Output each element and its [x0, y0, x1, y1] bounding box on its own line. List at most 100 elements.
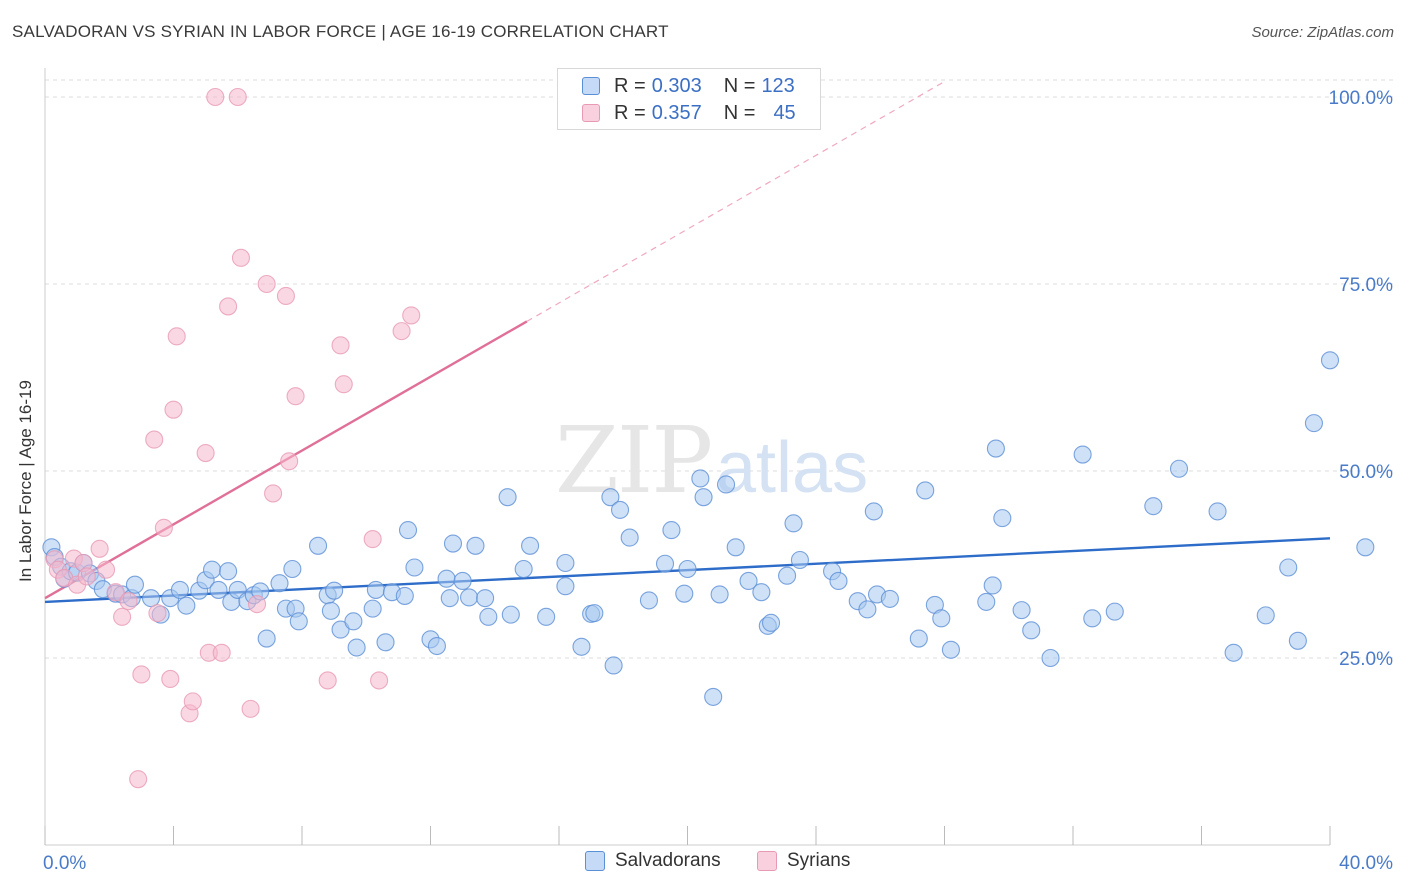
legend-n-label: N = — [723, 101, 756, 124]
syrian-point — [77, 567, 96, 586]
syrian-point — [370, 671, 389, 690]
salvadoran-point — [437, 569, 456, 588]
salvadoran-point — [125, 575, 144, 594]
syrian-point — [264, 484, 283, 503]
salvadoran-point — [309, 536, 328, 555]
salvadoran-point — [655, 554, 675, 573]
syrian-point — [241, 699, 260, 718]
salvadoran-point — [662, 521, 681, 540]
series-label-salvadorans: Salvadorans — [615, 850, 721, 871]
salvadoran-point — [752, 583, 771, 602]
watermark: ZIP atlas — [555, 407, 868, 514]
salvadoran-point — [344, 612, 363, 631]
salvadoran-point — [993, 509, 1012, 528]
salvadoran-point — [556, 553, 575, 573]
syrian-point — [231, 248, 251, 267]
salvadoran-point — [398, 521, 418, 540]
syrian-point — [96, 560, 116, 579]
salvadoran-point — [1041, 648, 1060, 668]
series-label-syrians: Syrians — [787, 850, 851, 871]
syrian-point — [90, 539, 109, 558]
syrian-point — [212, 643, 231, 662]
salvadoran-point — [440, 589, 459, 608]
salvadoran-point — [170, 580, 189, 599]
syrian-point — [286, 387, 305, 406]
salvadoran-point — [977, 592, 996, 611]
series-swatch-salvadorans — [585, 851, 605, 871]
syrian-point — [257, 274, 276, 294]
legend-r-label: R = — [614, 74, 646, 97]
salvadoran-point — [675, 584, 694, 603]
legend-row-salvadorans: R = 0.303 N = 123 — [582, 73, 795, 99]
salvadoran-point — [716, 475, 736, 494]
syrian-point — [334, 375, 353, 394]
salvadoran-point — [986, 439, 1005, 458]
salvadoran-point — [257, 629, 276, 648]
salvadoran-point — [537, 607, 556, 626]
salvadoran-point — [459, 588, 479, 607]
salvadoran-point — [585, 604, 604, 623]
salvadoran-point — [784, 514, 803, 533]
y-axis-label: In Labor Force | Age 16-19 — [16, 380, 35, 582]
syrian-point — [318, 671, 337, 690]
x-tick-labels: 0.0% 40.0% — [43, 853, 1393, 874]
salvadoran-point — [639, 591, 659, 610]
salvadoran-point — [366, 580, 385, 599]
salvadoran-point — [983, 576, 1002, 595]
correlation-legend: R = 0.303 N = 123 R = 0.357 N = 45 — [557, 68, 821, 130]
salvadoran-point — [778, 566, 797, 585]
gridlines — [45, 79, 1395, 659]
salvadoran-point — [1256, 606, 1275, 625]
syrian-point — [402, 306, 421, 325]
syrian-point — [167, 327, 186, 346]
salvadoran-point — [363, 599, 382, 618]
salvadoran-point — [289, 612, 308, 631]
y-tick-label: 25.0% — [1339, 649, 1393, 670]
salvadoran-point — [283, 559, 302, 579]
y-tick-label: 50.0% — [1339, 462, 1393, 483]
salvadoran-point — [376, 633, 395, 652]
series-legend-syrians: Syrians — [757, 850, 850, 872]
syrian-point — [129, 770, 148, 789]
syrian-point — [276, 286, 295, 306]
watermark-atlas: atlas — [716, 428, 868, 508]
salvadoran-point — [466, 536, 485, 555]
syrian-point — [219, 297, 238, 316]
salvadoran-point — [1356, 538, 1375, 557]
syrian-point — [119, 592, 138, 611]
chart-title: SALVADORAN VS SYRIAN IN LABOR FORCE | AG… — [12, 22, 669, 41]
salvadoran-point — [141, 589, 161, 608]
salvadoran-point — [219, 562, 238, 581]
salvadoran-point — [325, 581, 344, 600]
y-tick-labels: 25.0% 50.0% 75.0% 100.0% — [1329, 88, 1394, 670]
salvadoran-point — [604, 656, 623, 675]
syrian-point — [161, 669, 180, 688]
salvadoran-point — [514, 559, 533, 579]
x-tick-label: 40.0% — [1339, 853, 1393, 874]
syrian-point — [228, 87, 247, 107]
salvadoran-point — [864, 502, 883, 521]
salvadoran-point — [1224, 643, 1243, 662]
salvadoran-point — [270, 574, 289, 593]
salvadoran-point — [1208, 502, 1227, 521]
salvadoran-point — [1105, 602, 1124, 621]
salvadoran-point — [177, 596, 196, 615]
syrian-point — [132, 665, 151, 684]
syrian-point — [164, 400, 183, 419]
salvadoran-point — [572, 637, 591, 656]
salvadoran-point — [916, 481, 935, 500]
syrian-point — [331, 336, 350, 355]
salvadoran-point — [1169, 459, 1189, 478]
salvadoran-point — [1022, 621, 1041, 640]
salvadoran-point — [1320, 351, 1340, 370]
salvadoran-point — [829, 571, 848, 591]
salvadoran-point — [556, 577, 575, 596]
legend-swatch-syrians — [582, 104, 600, 122]
legend-n-label: N = — [723, 74, 756, 97]
salvadoran-point — [932, 609, 951, 628]
syrian-trend-extension — [526, 81, 945, 322]
salvadoran-point — [858, 600, 877, 619]
legend-r-label: R = — [614, 101, 646, 124]
syrian-point — [280, 452, 299, 471]
